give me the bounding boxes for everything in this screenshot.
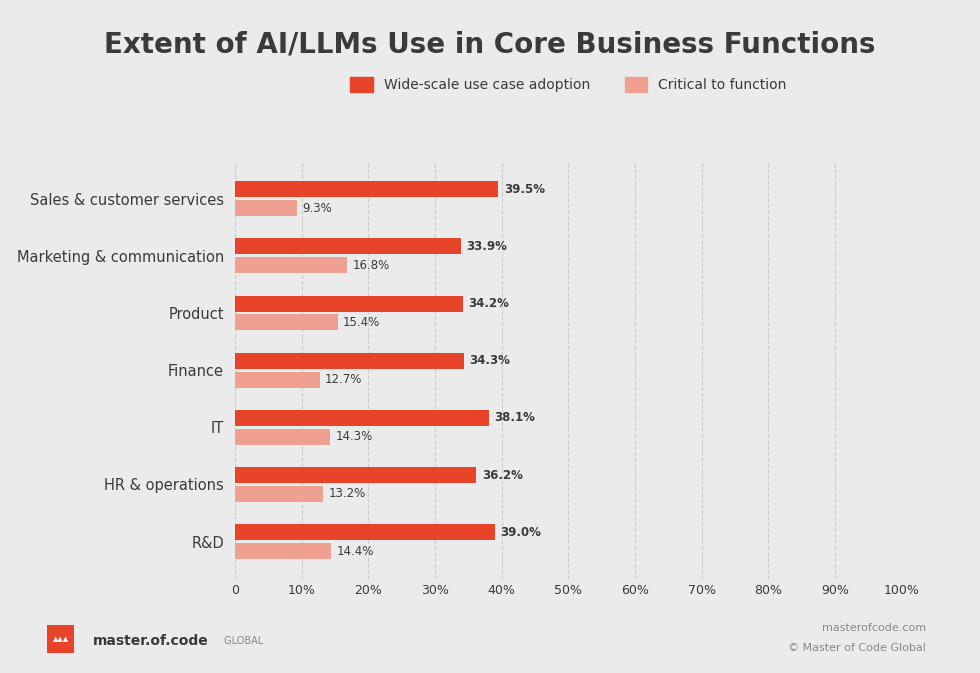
Text: 13.2%: 13.2%: [328, 487, 366, 501]
Text: 36.2%: 36.2%: [482, 468, 522, 482]
Text: 38.1%: 38.1%: [495, 411, 535, 425]
Bar: [235, 257, 347, 273]
Bar: [235, 200, 297, 216]
Text: 34.2%: 34.2%: [468, 297, 510, 310]
Bar: [235, 429, 330, 445]
Text: 14.3%: 14.3%: [336, 430, 373, 444]
Text: 39.5%: 39.5%: [504, 183, 545, 196]
Text: 33.9%: 33.9%: [466, 240, 508, 253]
Bar: [235, 543, 331, 559]
Text: 12.7%: 12.7%: [325, 373, 363, 386]
Bar: [235, 410, 489, 426]
Text: master.of.code: master.of.code: [93, 634, 209, 647]
Bar: [235, 181, 499, 197]
Text: 9.3%: 9.3%: [303, 202, 332, 215]
Bar: [235, 295, 464, 312]
Text: 16.8%: 16.8%: [353, 258, 390, 272]
Text: masterofcode.com: masterofcode.com: [822, 623, 926, 633]
Bar: [235, 467, 476, 483]
Text: 14.4%: 14.4%: [336, 544, 373, 557]
Bar: [235, 314, 338, 330]
Bar: [235, 524, 495, 540]
Bar: [235, 486, 323, 502]
Text: 34.3%: 34.3%: [469, 354, 510, 367]
Text: ▲▲▲: ▲▲▲: [53, 636, 69, 641]
Text: 39.0%: 39.0%: [501, 526, 541, 538]
Text: © Master of Code Global: © Master of Code Global: [788, 643, 926, 653]
Legend: Wide-scale use case adoption, Critical to function: Wide-scale use case adoption, Critical t…: [351, 77, 786, 92]
Bar: [235, 353, 464, 369]
Text: 15.4%: 15.4%: [343, 316, 380, 329]
Bar: [235, 238, 462, 254]
Text: Extent of AI/LLMs Use in Core Business Functions: Extent of AI/LLMs Use in Core Business F…: [104, 30, 876, 59]
Text: GLOBAL: GLOBAL: [220, 636, 263, 645]
Bar: [235, 371, 319, 388]
